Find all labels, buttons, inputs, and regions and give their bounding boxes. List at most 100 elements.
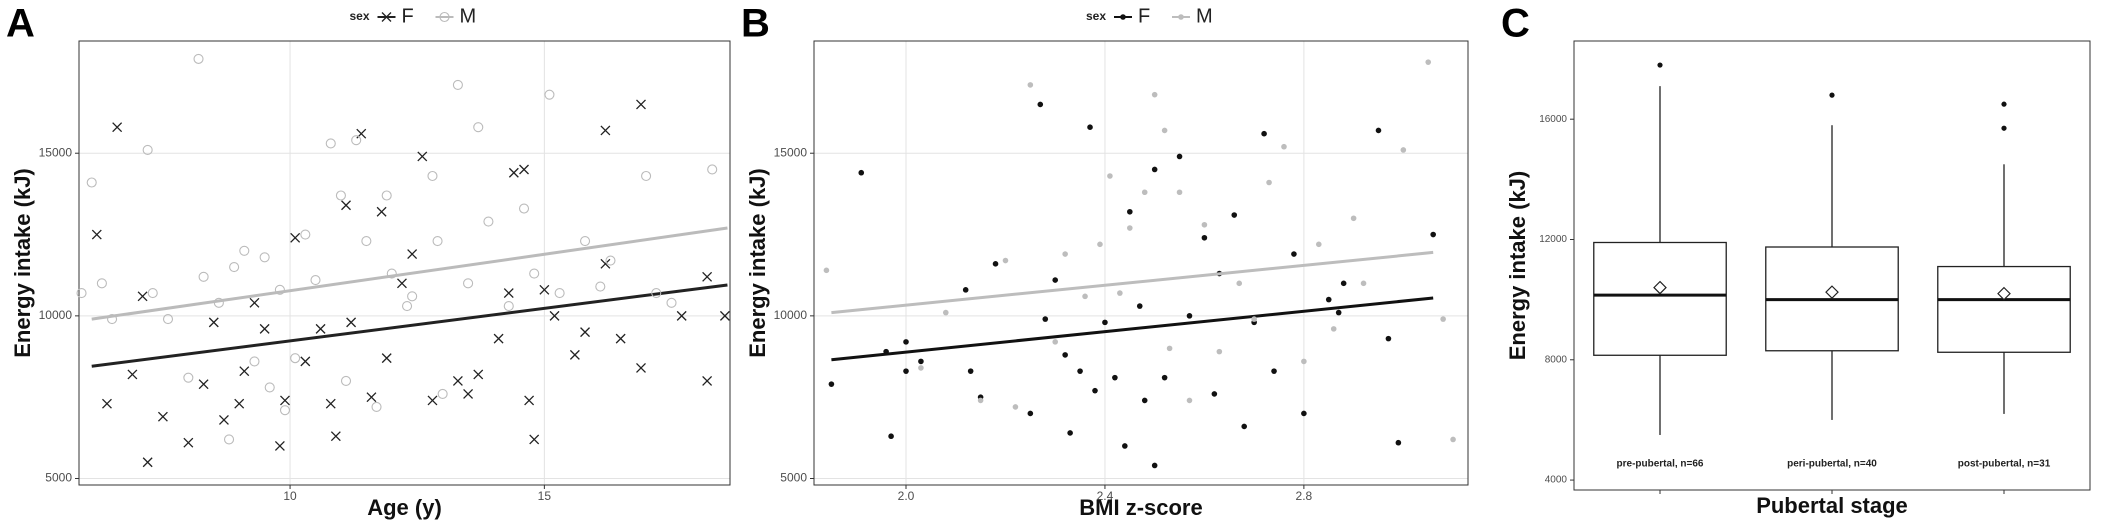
point [439,11,450,23]
point [569,349,580,360]
panel-label: B [741,2,770,46]
point [1117,290,1123,296]
plot-background [79,41,730,485]
point [1176,189,1183,196]
point [1141,189,1148,196]
point [1027,410,1034,417]
point [340,375,352,386]
point [1097,241,1103,248]
point [1062,352,1068,358]
point [858,169,865,176]
point [707,164,718,175]
point [600,125,611,136]
point [330,431,341,442]
point [407,249,418,260]
point [1037,101,1044,108]
point [300,356,311,367]
point [239,245,250,256]
point [1425,59,1432,65]
y-tick-label: 12000 [1539,234,1567,245]
point [483,216,494,227]
point [183,437,194,448]
y-tick-label: 16000 [1539,114,1567,125]
point [595,281,606,292]
point [719,310,730,321]
point [1178,14,1184,20]
point [1012,404,1019,410]
point [615,333,626,344]
point [1102,319,1108,326]
point [290,353,301,364]
point [1120,14,1126,20]
x-tick-label: 2.8 [1296,489,1313,503]
point [676,310,687,321]
plot-frame [78,40,731,486]
point [290,232,301,243]
point [91,229,102,240]
point [508,167,519,178]
point [519,164,529,175]
point [218,414,229,425]
point [147,288,158,299]
point [381,12,392,22]
point [967,368,974,374]
point [1301,358,1307,365]
point [1067,430,1073,436]
point [1127,225,1133,231]
point [992,261,999,267]
outlier [2001,125,2007,131]
point [1161,127,1168,134]
point [407,291,418,302]
point [554,288,565,299]
point [361,235,372,247]
point [198,271,209,282]
legend-title: sex [350,9,370,23]
point [823,267,830,274]
point [366,392,377,403]
box [1937,265,2071,353]
point [1271,368,1277,374]
point [325,398,336,409]
point [1082,293,1088,300]
point [1176,153,1183,160]
point [1092,387,1098,394]
point [341,200,351,211]
plot-background [814,41,1468,485]
point [452,79,463,90]
y-tick-label: 10000 [774,308,808,322]
point [1430,231,1436,238]
x-axis-title: Pubertal stage [1756,493,1908,518]
point [1151,166,1158,173]
point [1151,91,1158,98]
point [962,287,969,293]
point [239,366,250,377]
legend-label: F [402,5,414,27]
point [249,297,260,308]
point [888,433,894,440]
point [493,333,504,344]
point [605,255,616,266]
point [539,284,550,295]
mean-marker [1825,285,1839,299]
point [432,235,443,247]
point [903,368,909,374]
point [473,122,484,133]
point [529,434,540,445]
point [473,369,484,380]
point [1375,127,1382,134]
point [279,405,291,416]
point [259,323,270,334]
point [1122,443,1128,449]
point [417,151,428,162]
y-axis-title: Energy intake (kJ) [10,168,35,358]
point [1251,316,1257,322]
point [1112,374,1118,381]
point [1186,397,1193,404]
category-label: post-pubertal, n=31 [1958,459,2051,470]
point [1052,277,1059,283]
point [427,170,438,182]
point [183,372,194,383]
point [903,339,909,345]
point [223,434,235,445]
point [1301,410,1307,417]
